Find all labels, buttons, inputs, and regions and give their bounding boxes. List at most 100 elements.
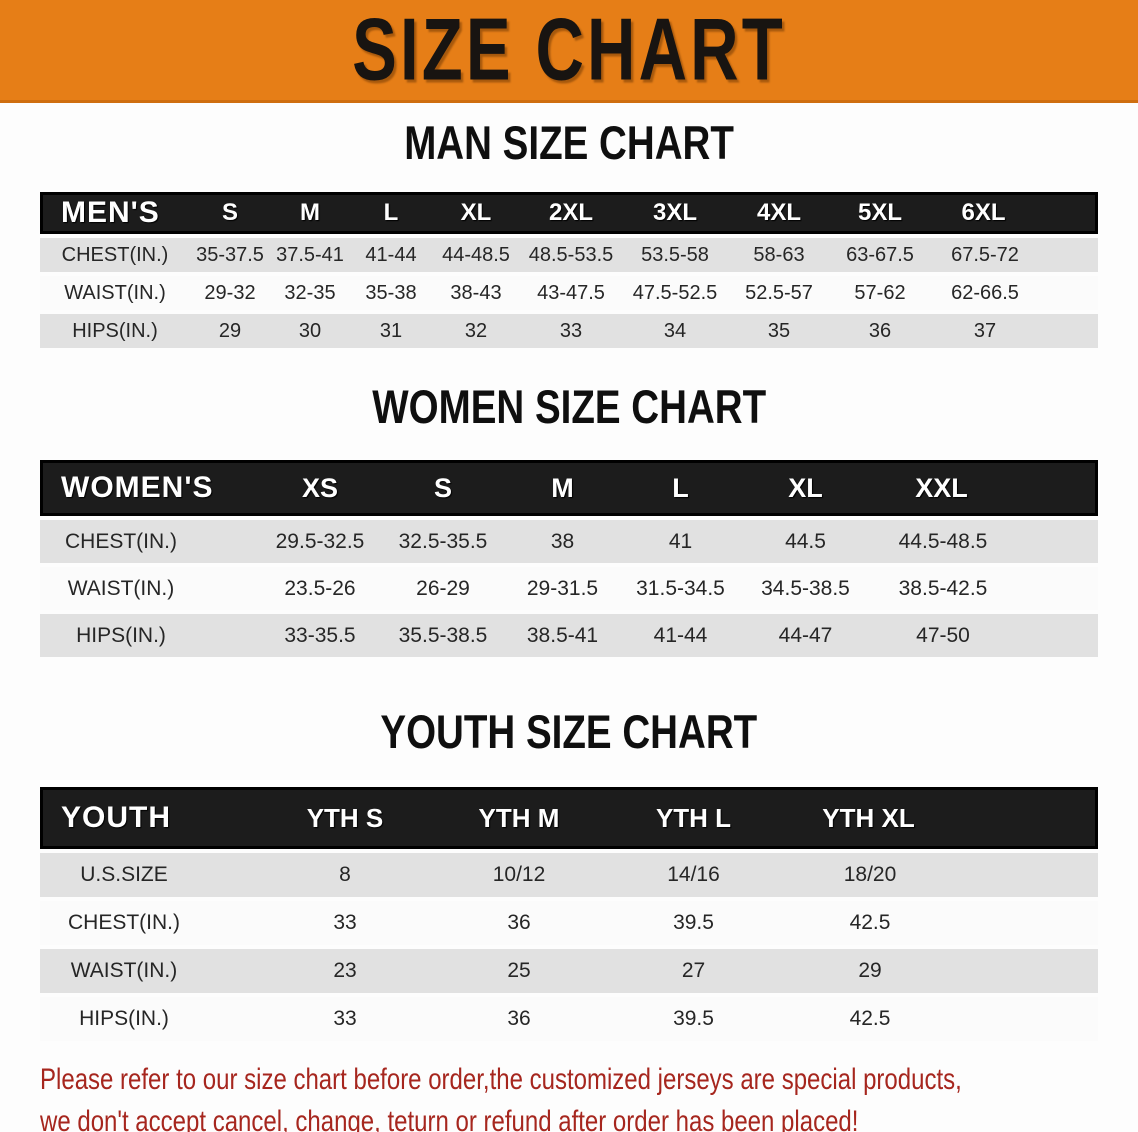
size-value: 30	[270, 314, 350, 348]
size-value: 36	[830, 314, 930, 348]
disclaimer-line-1: Please refer to our size chart before or…	[40, 1063, 962, 1096]
size-value: 29.5-32.5	[258, 520, 382, 563]
size-column-header: YTH XL	[781, 787, 1098, 849]
size-column-header: 5XL	[830, 192, 930, 234]
size-column-header: YTH S	[258, 787, 432, 849]
size-value: 36	[432, 901, 606, 945]
size-value: 44-47	[740, 614, 871, 657]
table-row: WAIST(IN.) 29-32 32-35 35-38 38-43 43-47.5 47.…	[40, 276, 1098, 310]
size-value: 44.5-48.5	[871, 520, 1098, 563]
size-value: 37	[930, 314, 1098, 348]
measurement-row-label: CHEST(IN.)	[40, 520, 258, 563]
women-size-table: WOMEN'S XS S M L XL XXL CHEST(IN.) 29.5-32.5 32.5…	[40, 456, 1098, 661]
table-row: WAIST(IN.) 23.5-26 26-29 29-31.5 31.5-34.5 34…	[40, 567, 1098, 610]
measurement-row-label: HIPS(IN.)	[40, 997, 258, 1041]
size-value: 39.5	[606, 901, 781, 945]
table-row: WAIST(IN.) 23 25 27 29	[40, 949, 1098, 993]
size-value: 32.5-35.5	[382, 520, 504, 563]
size-value: 34.5-38.5	[740, 567, 871, 610]
size-value: 29	[190, 314, 270, 348]
size-column-header: M	[504, 460, 621, 516]
size-value: 31.5-34.5	[621, 567, 740, 610]
measurement-row-label: WAIST(IN.)	[40, 949, 258, 993]
order-disclaimer: Please refer to our size chart before or…	[40, 1059, 1138, 1132]
size-value: 48.5-53.5	[520, 238, 622, 272]
measurement-row-label: CHEST(IN.)	[40, 238, 190, 272]
banner: SIZE CHART	[0, 0, 1138, 103]
measurement-row-label: U.S.SIZE	[40, 853, 258, 897]
size-column-header: XS	[258, 460, 382, 516]
table-row: CHEST(IN.) 35-37.5 37.5-41 41-44 44-48.5 48.5…	[40, 238, 1098, 272]
size-value: 18/20	[781, 853, 1098, 897]
size-value: 25	[432, 949, 606, 993]
youth-size-table: YOUTH YTH S YTH M YTH L YTH XL U.S.SIZE 8 10/12…	[40, 783, 1098, 1045]
table-row: HIPS(IN.) 33 36 39.5 42.5	[40, 997, 1098, 1041]
table-group-label: YOUTH	[40, 787, 258, 849]
size-value: 42.5	[781, 997, 1098, 1041]
size-value: 38.5-41	[504, 614, 621, 657]
youth-section-heading-text: YOUTH SIZE CHART	[380, 705, 758, 758]
table-row: U.S.SIZE 8 10/12 14/16 18/20	[40, 853, 1098, 897]
size-value: 14/16	[606, 853, 781, 897]
size-column-header: 6XL	[930, 192, 1098, 234]
size-value: 26-29	[382, 567, 504, 610]
size-value: 8	[258, 853, 432, 897]
size-value: 10/12	[432, 853, 606, 897]
size-column-header: YTH L	[606, 787, 781, 849]
size-value: 47.5-52.5	[622, 276, 728, 310]
size-value: 23	[258, 949, 432, 993]
size-column-header: XL	[432, 192, 520, 234]
size-value: 41-44	[350, 238, 432, 272]
size-value: 62-66.5	[930, 276, 1098, 310]
size-value: 63-67.5	[830, 238, 930, 272]
measurement-row-label: CHEST(IN.)	[40, 901, 258, 945]
table-header-row: MEN'S S M L XL 2XL 3XL 4XL 5XL 6XL	[40, 192, 1098, 234]
size-column-header: L	[350, 192, 432, 234]
size-value: 58-63	[728, 238, 830, 272]
size-value: 43-47.5	[520, 276, 622, 310]
table-row: CHEST(IN.) 33 36 39.5 42.5	[40, 901, 1098, 945]
measurement-row-label: WAIST(IN.)	[40, 276, 190, 310]
size-value: 27	[606, 949, 781, 993]
size-value: 32-35	[270, 276, 350, 310]
size-value: 42.5	[781, 901, 1098, 945]
size-value: 35	[728, 314, 830, 348]
size-value: 44-48.5	[432, 238, 520, 272]
size-value: 36	[432, 997, 606, 1041]
men-section-heading: MAN SIZE CHART	[0, 118, 1138, 180]
women-section-heading: WOMEN SIZE CHART	[0, 382, 1138, 444]
size-value: 33	[258, 901, 432, 945]
size-value: 39.5	[606, 997, 781, 1041]
size-column-header: S	[382, 460, 504, 516]
size-value: 29-32	[190, 276, 270, 310]
size-value: 41	[621, 520, 740, 563]
size-column-header: 3XL	[622, 192, 728, 234]
table-header-row: YOUTH YTH S YTH M YTH L YTH XL	[40, 787, 1098, 849]
size-column-header: 4XL	[728, 192, 830, 234]
size-value: 38	[504, 520, 621, 563]
size-column-header: XXL	[871, 460, 1098, 516]
size-column-header: S	[190, 192, 270, 234]
table-group-label: MEN'S	[40, 192, 190, 234]
measurement-row-label: HIPS(IN.)	[40, 614, 258, 657]
size-column-header: YTH M	[432, 787, 606, 849]
table-row: HIPS(IN.) 29 30 31 32 33 34 35 36 37	[40, 314, 1098, 348]
banner-title: SIZE CHART	[352, 0, 786, 99]
size-column-header: 2XL	[520, 192, 622, 234]
size-value: 38.5-42.5	[871, 567, 1098, 610]
table-group-label: WOMEN'S	[40, 460, 258, 516]
size-value: 31	[350, 314, 432, 348]
size-value: 47-50	[871, 614, 1098, 657]
table-row: CHEST(IN.) 29.5-32.5 32.5-35.5 38 41 44.5 44.5…	[40, 520, 1098, 563]
size-value: 33	[520, 314, 622, 348]
men-section-heading-text: MAN SIZE CHART	[404, 116, 734, 169]
size-value: 33	[258, 997, 432, 1041]
size-column-header: L	[621, 460, 740, 516]
table-row: HIPS(IN.) 33-35.5 35.5-38.5 38.5-41 41-44 44-…	[40, 614, 1098, 657]
size-value: 35-38	[350, 276, 432, 310]
youth-section-heading: YOUTH SIZE CHART	[0, 707, 1138, 769]
size-value: 29	[781, 949, 1098, 993]
size-value: 37.5-41	[270, 238, 350, 272]
size-column-header: M	[270, 192, 350, 234]
